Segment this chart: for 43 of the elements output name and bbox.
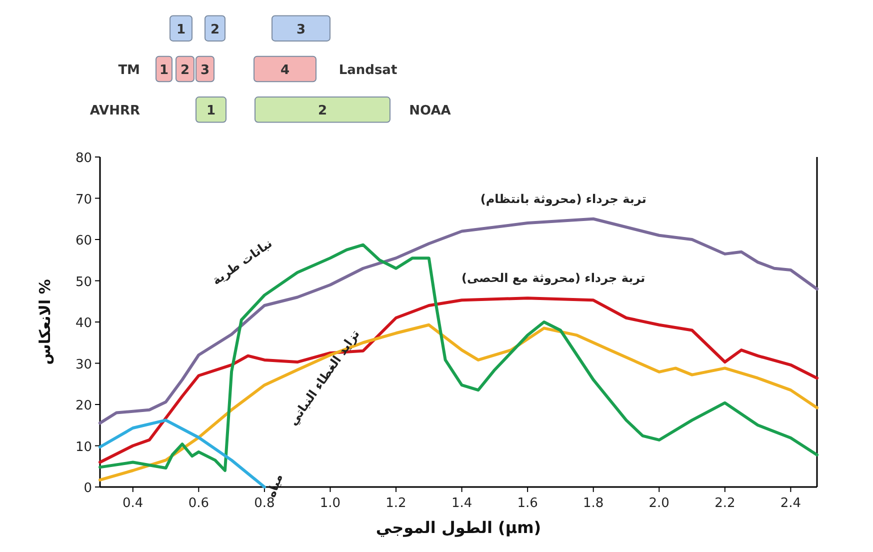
text: نباتات طرية xyxy=(210,236,275,288)
x-tick-label: 1.8 xyxy=(583,496,604,511)
x-axis-title: الطول الموجي (μm) xyxy=(376,518,542,537)
text: Landsat xyxy=(338,63,398,78)
line-series xyxy=(98,296,818,464)
series-label: تربة جرداء (محروثة بانتظام) xyxy=(480,192,646,206)
y-tick-label: 40 xyxy=(75,316,92,331)
line-series xyxy=(98,418,266,488)
y-tick-label: 60 xyxy=(75,234,92,248)
text: AVHRR xyxy=(90,104,140,119)
y-tick-label: 20 xyxy=(75,398,92,414)
x-tick-label: 2.4 xyxy=(780,496,802,511)
line-series xyxy=(98,243,818,472)
text: 4 xyxy=(280,63,290,78)
text: تزايد الغطاء النباتي xyxy=(286,327,362,428)
text: 2 xyxy=(180,63,190,78)
x-tick-label: 1.4 xyxy=(451,496,472,511)
text: 3 xyxy=(296,22,306,38)
y-tick-label: 0 xyxy=(84,481,92,496)
y-axis-title: الانعكاس % xyxy=(36,279,54,365)
x-tick-label: 0.6 xyxy=(188,496,210,511)
text: TM xyxy=(118,63,140,78)
x-tick-label: 0.4 xyxy=(122,496,144,511)
x-tick-label: 1.6 xyxy=(517,496,538,511)
x-tick-label: 2.2 xyxy=(714,496,736,511)
text: 2 xyxy=(210,22,220,38)
text: 2 xyxy=(318,104,328,119)
x-tick-label: 1.0 xyxy=(320,496,341,511)
y-tick-label: 80 xyxy=(75,151,92,166)
line-series xyxy=(98,217,818,425)
text: 3 xyxy=(200,63,210,78)
x-tick-label: 0.8 xyxy=(254,496,275,511)
x-tick-label: 1.2 xyxy=(386,496,406,511)
x-tick-label: 2.0 xyxy=(648,496,670,511)
text: 1 xyxy=(159,63,169,78)
y-tick-label: 30 xyxy=(75,357,92,372)
text: NOAA xyxy=(409,104,451,119)
y-tick-label: 10 xyxy=(75,440,92,455)
text: 1 xyxy=(176,22,186,38)
text: 1 xyxy=(206,104,216,119)
y-tick-label: 50 xyxy=(75,274,92,290)
y-tick-label: 70 xyxy=(75,192,92,208)
series-label: تربة جرداء (محروثة مع الحصى) xyxy=(462,271,646,286)
